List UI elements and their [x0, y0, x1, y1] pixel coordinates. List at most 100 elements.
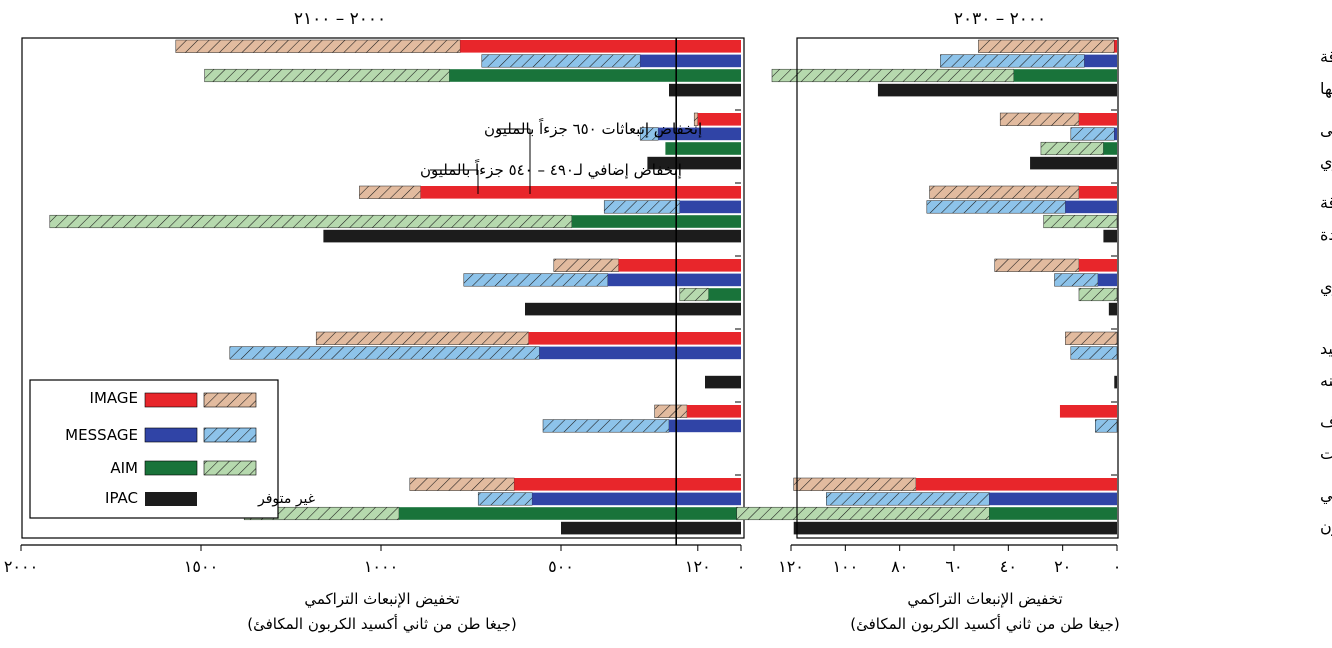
bar-aim-solid-7 — [399, 507, 741, 520]
bar-message-hatched-3 — [926, 200, 1066, 214]
legend-label-ipac: IPAC — [105, 489, 138, 507]
bar-aim-hatched-1 — [204, 68, 450, 83]
bar-message-solid-1 — [1084, 54, 1117, 68]
x-tick-label: ٢٠٠٠ — [4, 557, 38, 576]
legend-swatch-message-hatch — [203, 427, 257, 443]
category-labels: كفاءة إستخدام الطاقة والحفاظ عليها الانتقا… — [1320, 47, 1332, 537]
x-tick-label: ٨٠ — [891, 557, 908, 576]
bar-ipac-solid-2 — [647, 156, 741, 170]
bar-message-solid-2 — [658, 127, 741, 141]
bar-aim-solid-7 — [989, 507, 1117, 520]
bar-image-hatched-1 — [175, 39, 461, 53]
bar-ipac-solid-4 — [1108, 302, 1117, 316]
bar-message-hatched-7 — [826, 492, 990, 506]
bar-message-solid-7 — [532, 492, 741, 506]
x-tick-label: ٢٠ — [1054, 557, 1071, 576]
bar-image-hatched-1 — [978, 39, 1115, 53]
category-label: عدم إستخدام ثاني — [1320, 485, 1332, 505]
category-label: مصارف — [1320, 412, 1332, 432]
bar-ipac-solid-7 — [793, 521, 1117, 535]
panel-2030-frame — [796, 37, 1119, 539]
category-label: مصادر الطاقة — [1320, 193, 1332, 213]
bar-ipac-solid-3 — [1103, 229, 1117, 243]
panel-2030: ٢٠٠٠ – ٢٠٣٠ ٠ ٢٠ ٤٠ ٦٠ ٨٠ ١٠٠ ١٢٠ تخفيض الإنبع… — [736, 9, 1122, 634]
bar-message-hatched-7 — [477, 492, 533, 506]
bar-message-hatched-1 — [481, 54, 641, 68]
legend-not-available: غير متوفر — [257, 491, 315, 507]
bar-ipac-solid-5 — [1114, 375, 1117, 389]
category-label-line2: الوقود الأحفوري — [1320, 151, 1332, 172]
panel-2100-xlabel-units: (جيغا طن من ثاني أكسيد الكربون المكافئ) — [247, 614, 516, 634]
annotation-490: إنخفاض إضافي لـ٤٩٠ – ٥٤٠ جزءاً بالمليون — [420, 159, 682, 194]
panel-2100-bars — [49, 39, 741, 535]
bar-message-hatched-4 — [463, 273, 609, 287]
bar-aim-hatched-3 — [1043, 214, 1118, 229]
x-tick-label: ١٠٠٠ — [364, 557, 398, 576]
bar-message-hatched-2 — [1070, 127, 1115, 141]
bar-message-solid-4 — [1097, 273, 1117, 287]
bar-message-hatched-4 — [1054, 273, 1099, 287]
bar-aim-hatched-1 — [771, 68, 1015, 83]
bar-image-solid-1 — [460, 40, 741, 53]
legend: IMAGE MESSAGE AIM IPAC غير متوفر — [29, 379, 315, 519]
bar-image-solid-2 — [1078, 113, 1117, 126]
bar-image-solid-5 — [528, 332, 741, 345]
bar-image-hatched-6 — [654, 404, 688, 418]
category-label-line2: والحفاظ عليها — [1320, 79, 1332, 99]
x-tick-label: ١٢٠ — [778, 557, 804, 576]
panel-2100: ٢٠٠٠ – ٢١٠٠ ٠ ١٢٠ ٥٠٠ ١٠٠٠ ١٥٠٠ ٢٠٠٠ تخفيض ال… — [4, 9, 745, 634]
x-tick-label: ٥٠٠ — [548, 557, 574, 576]
category-label: التقاط ثاني أكسيد — [1320, 338, 1332, 359]
x-tick-label: ٠ — [1113, 557, 1122, 576]
bar-image-hatched-4 — [553, 258, 619, 272]
bar-image-hatched-5 — [315, 331, 529, 345]
bar-aim-hatched-2 — [1040, 141, 1104, 156]
annotation-490-text: إنخفاض إضافي لـ٤٩٠ – ٥٤٠ جزءاً بالمليون — [420, 159, 682, 180]
bar-ipac-solid-2 — [1030, 156, 1117, 170]
bar-image-hatched-3 — [929, 185, 1080, 199]
bar-message-solid-6 — [669, 419, 741, 433]
bar-message-solid-1 — [640, 54, 741, 68]
x-tick-label: ١٢٠ — [685, 557, 711, 576]
bar-ipac-solid-5 — [705, 375, 741, 389]
panel-2100-title: ٢٠٠٠ – ٢١٠٠ — [294, 9, 386, 29]
category-label: كفاءة إستخدام الطاقة — [1320, 47, 1332, 66]
panel-2100-x-axis: ٠ ١٢٠ ٥٠٠ ١٠٠٠ ١٥٠٠ ٢٠٠٠ — [4, 544, 745, 576]
category-label-line2: الكربون وتخزينه — [1320, 371, 1332, 391]
bar-ipac-solid-4 — [525, 302, 741, 316]
bar-image-solid-6 — [687, 405, 741, 418]
bar-aim-hatched-3 — [49, 214, 573, 229]
category-label-line2: المتجددة — [1320, 225, 1332, 244]
bar-message-hatched-5 — [229, 346, 540, 360]
bar-image-hatched-3 — [359, 185, 421, 199]
bar-message-solid-3 — [1065, 200, 1117, 214]
bar-message-solid-5 — [539, 346, 741, 360]
annotation-650-text: إنخفاض إنبعاثات ٦٥٠ جزءاً بالمليون — [484, 118, 702, 138]
bar-aim-solid-1 — [1013, 69, 1117, 82]
bar-aim-solid-2 — [1103, 142, 1117, 155]
bar-image-hatched-7 — [409, 477, 515, 491]
bar-aim-solid-1 — [449, 69, 741, 82]
bar-ipac-solid-3 — [323, 229, 741, 243]
legend-swatch-message-solid — [144, 427, 198, 443]
panel-2100-xlabel: تخفيض الإنبعاث التراكمي — [304, 590, 459, 609]
bar-image-hatched-4 — [994, 258, 1080, 272]
bar-message-solid-2 — [1114, 127, 1117, 141]
bar-aim-solid-2 — [665, 142, 741, 155]
legend-swatch-ipac-solid — [145, 492, 197, 506]
bar-message-hatched-3 — [603, 200, 681, 214]
bar-image-solid-2 — [697, 113, 741, 126]
panel-2030-xlabel: تخفيض الإنبعاث التراكمي — [907, 590, 1062, 609]
bar-aim-hatched-7 — [736, 506, 990, 521]
legend-swatch-image-hatch — [203, 392, 257, 408]
x-tick-label: ٦٠ — [945, 557, 962, 576]
bar-message-hatched-1 — [940, 54, 1085, 68]
bar-message-hatched-6 — [1095, 419, 1118, 433]
bar-message-hatched-6 — [542, 419, 670, 433]
category-label: الانتقال إلى — [1320, 120, 1332, 139]
legend-swatch-aim-solid — [144, 460, 198, 476]
panel-2030-xlabel-units: (جيغا طن من ثاني أكسيد الكربون المكافئ) — [850, 614, 1119, 634]
bar-ipac-solid-1 — [877, 83, 1117, 97]
panel-2030-x-axis: ٠ ٢٠ ٤٠ ٦٠ ٨٠ ١٠٠ ١٢٠ — [778, 544, 1122, 576]
